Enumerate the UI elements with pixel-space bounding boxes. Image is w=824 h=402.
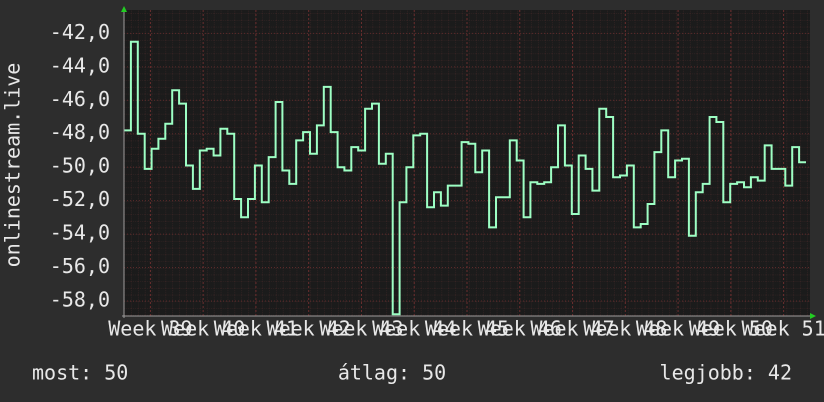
x-tick-label: Week 40 xyxy=(161,317,245,341)
y-tick-label: -54,0 xyxy=(50,221,110,245)
plot xyxy=(124,40,806,316)
x-tick-label: Week 48 xyxy=(583,317,667,341)
x-tick-label: Week 49 xyxy=(636,317,720,341)
x-tick-label: Week 44 xyxy=(372,317,456,341)
x-tick-label: Week 45 xyxy=(425,317,509,341)
footer-max: legjobb: 42 xyxy=(660,361,792,385)
y-tick-label: -52,0 xyxy=(50,187,110,211)
series-line xyxy=(124,40,806,316)
y-axis-label: onlinestream.live xyxy=(1,63,25,268)
y-tick-label: -58,0 xyxy=(50,287,110,311)
y-tick-label: -42,0 xyxy=(50,20,110,44)
x-tick-label: Week 41 xyxy=(214,317,298,341)
x-arrow xyxy=(810,313,816,319)
x-tick-label: Week 50 xyxy=(689,317,773,341)
x-tick-label: Week 39 xyxy=(108,317,192,341)
x-tick-label: Week 42 xyxy=(267,317,351,341)
y-tick-label: -48,0 xyxy=(50,120,110,144)
y-arrow xyxy=(121,6,127,12)
y-tick-label: -56,0 xyxy=(50,254,110,278)
x-tick-label: Week 43 xyxy=(319,317,403,341)
x-tick-label: Week 47 xyxy=(530,317,614,341)
y-tick-label: -44,0 xyxy=(50,53,110,77)
x-tick-label: Week 51 xyxy=(741,317,824,341)
x-tick-label: Week 46 xyxy=(478,317,562,341)
y-tick-label: -46,0 xyxy=(50,87,110,111)
footer-current: most: 50 xyxy=(32,361,128,385)
y-tick-label: -50,0 xyxy=(50,154,110,178)
footer-average: átlag: 50 xyxy=(338,361,446,385)
